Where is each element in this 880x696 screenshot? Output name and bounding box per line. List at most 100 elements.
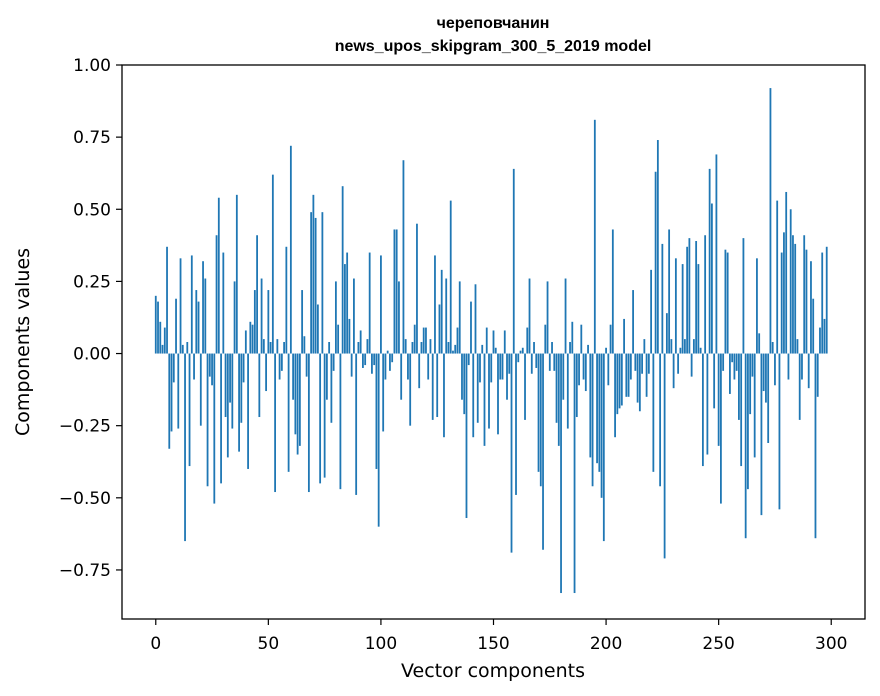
- x-tick-label: 250: [702, 634, 734, 654]
- bar: [400, 353, 403, 400]
- bar: [765, 353, 767, 403]
- bar: [312, 194, 315, 354]
- bar: [449, 200, 452, 354]
- bar: [386, 350, 389, 354]
- bar: [762, 353, 765, 392]
- bar: [199, 353, 202, 426]
- bar: [278, 353, 281, 380]
- bar: [544, 324, 547, 354]
- chart-title-line-2: news_upos_skipgram_300_5_2019 model: [335, 38, 652, 55]
- bar: [690, 353, 693, 377]
- bar: [393, 229, 396, 354]
- bar: [683, 339, 686, 354]
- bar: [265, 353, 267, 392]
- bar: [298, 353, 301, 446]
- bar: [175, 298, 177, 354]
- bar: [783, 232, 785, 354]
- x-tick-label: 150: [477, 634, 509, 654]
- bar: [242, 353, 245, 383]
- bar: [301, 290, 304, 354]
- bar: [492, 330, 495, 354]
- bar: [253, 290, 256, 354]
- bar: [488, 353, 490, 429]
- bar: [546, 281, 549, 354]
- x-tick-label: 50: [258, 634, 280, 654]
- bar: [515, 353, 517, 495]
- bar: [810, 261, 812, 354]
- bar: [251, 324, 254, 354]
- bar: [332, 353, 335, 371]
- bar: [334, 281, 337, 354]
- bar: [521, 347, 524, 354]
- bar: [458, 281, 461, 354]
- bar: [359, 330, 362, 354]
- bar: [564, 278, 567, 354]
- bar: [596, 353, 598, 464]
- bar: [598, 353, 601, 472]
- bar: [627, 353, 630, 397]
- bar: [289, 145, 292, 354]
- bar: [729, 353, 731, 394]
- bar: [618, 353, 621, 409]
- x-axis-label: Vector components: [401, 660, 585, 682]
- bar: [510, 353, 513, 553]
- bar: [319, 353, 322, 484]
- bar: [357, 342, 360, 354]
- bar: [508, 353, 511, 374]
- bar: [557, 353, 560, 446]
- bar: [215, 235, 218, 354]
- bar: [440, 269, 443, 354]
- bar: [202, 261, 204, 354]
- bar: [350, 353, 353, 377]
- bar: [213, 353, 216, 504]
- bar: [749, 353, 752, 415]
- bar: [623, 318, 625, 354]
- bar: [470, 301, 472, 354]
- bar: [204, 278, 207, 354]
- bar: [789, 209, 792, 354]
- bar: [672, 353, 675, 389]
- bar: [825, 246, 828, 354]
- bar: [283, 342, 286, 354]
- bar: [695, 241, 698, 354]
- bar: [452, 350, 454, 354]
- bar: [422, 327, 425, 354]
- bar: [796, 339, 799, 354]
- bar: [785, 191, 788, 354]
- bar: [229, 353, 231, 403]
- bar: [398, 281, 400, 354]
- bar: [472, 353, 475, 438]
- chart-title-line-1: череповчанин: [437, 15, 550, 32]
- y-tick-label: −0.50: [59, 489, 111, 509]
- bar: [571, 321, 574, 354]
- bar: [611, 229, 614, 354]
- bar: [724, 249, 727, 354]
- bar: [539, 353, 542, 487]
- bar: [740, 353, 743, 467]
- bar: [688, 238, 691, 354]
- bar: [499, 353, 502, 380]
- bar: [269, 342, 272, 354]
- x-tick-label: 100: [365, 634, 397, 654]
- bar: [418, 353, 421, 389]
- y-axis-label: Components values: [12, 248, 34, 436]
- bar: [413, 324, 416, 354]
- bar: [368, 252, 371, 354]
- bar: [720, 353, 722, 504]
- bar: [573, 353, 576, 594]
- bar: [294, 353, 297, 435]
- x-tick-label: 0: [150, 634, 161, 654]
- bar: [427, 353, 430, 380]
- bar: [353, 278, 355, 354]
- bar: [812, 298, 815, 354]
- bar: [490, 353, 493, 383]
- bar: [661, 243, 664, 354]
- bar: [670, 339, 673, 354]
- bar: [420, 342, 423, 354]
- bar: [364, 353, 367, 366]
- bar: [166, 246, 168, 354]
- bar: [208, 353, 211, 377]
- bar: [711, 203, 713, 354]
- bar: [758, 333, 761, 354]
